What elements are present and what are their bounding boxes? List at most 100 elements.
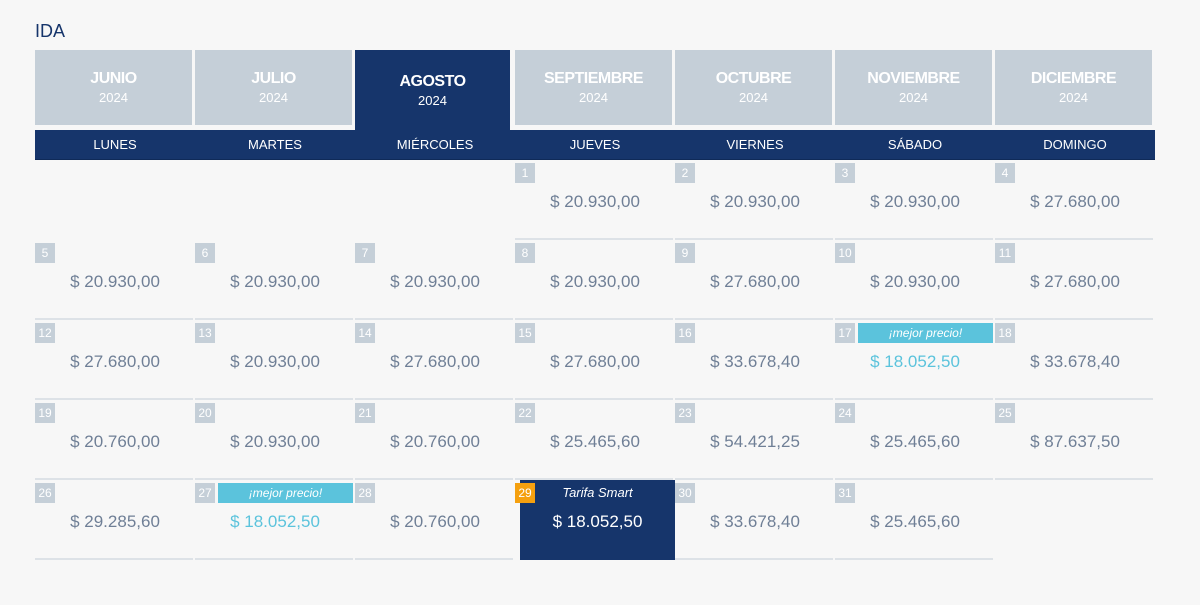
day-cell[interactable]: 28 $ 20.760,00 [355, 480, 515, 560]
day-cell[interactable]: 1 $ 20.930,00 [515, 160, 675, 240]
day-number: 20 [195, 403, 215, 423]
day-cell[interactable]: 4 $ 27.680,00 [995, 160, 1155, 240]
day-number: 14 [355, 323, 375, 343]
day-cell[interactable]: 13 $ 20.930,00 [195, 320, 355, 400]
day-number: 28 [355, 483, 375, 503]
day-cell[interactable]: 5 $ 20.930,00 [35, 240, 195, 320]
day-cell[interactable]: 12 $ 27.680,00 [35, 320, 195, 400]
day-price: $ 20.760,00 [70, 432, 160, 451]
month-year: 2024 [739, 90, 768, 105]
day-cell[interactable]: 31 $ 25.465,60 [835, 480, 995, 560]
day-price: $ 20.930,00 [710, 192, 800, 211]
day-price: $ 20.930,00 [870, 272, 960, 291]
day-cell[interactable]: 14 $ 27.680,00 [355, 320, 515, 400]
tab-month-octubre[interactable]: OCTUBRE 2024 [675, 50, 835, 125]
day-cell[interactable]: 20 $ 20.930,00 [195, 400, 355, 480]
day-price: $ 27.680,00 [710, 272, 800, 291]
day-cell[interactable]: 18 $ 33.678,40 [995, 320, 1155, 400]
day-cell[interactable]: 15 $ 27.680,00 [515, 320, 675, 400]
day-number: 26 [35, 483, 55, 503]
day-price: $ 25.465,60 [550, 432, 640, 451]
tab-month-septiembre[interactable]: SEPTIEMBRE 2024 [515, 50, 675, 125]
day-price: $ 20.930,00 [230, 432, 320, 451]
month-tab-inner: OCTUBRE 2024 [675, 50, 832, 125]
month-name: SEPTIEMBRE [543, 70, 644, 87]
day-cell[interactable]: 11 $ 27.680,00 [995, 240, 1155, 320]
tab-month-julio[interactable]: JULIO 2024 [195, 50, 355, 125]
day-cell[interactable]: 8 $ 20.930,00 [515, 240, 675, 320]
day-cell[interactable]: 23 $ 54.421,25 [675, 400, 835, 480]
day-cell[interactable]: Tarifa Smart 29 $ 18.052,50 [515, 480, 675, 560]
day-price: $ 20.930,00 [230, 272, 320, 291]
day-number: 17 [835, 323, 855, 343]
day-price: $ 33.678,40 [710, 352, 800, 371]
day-number: 8 [515, 243, 535, 263]
day-price: $ 25.465,60 [870, 512, 960, 531]
month-name: OCTUBRE [715, 70, 792, 87]
best-price-badge: ¡mejor precio! [858, 323, 993, 343]
calendar-week: 1 $ 20.930,00 2 $ 20.930,00 3 $ 20.930,00 4 $ 2… [35, 160, 1155, 240]
day-price: $ 27.680,00 [1030, 192, 1120, 211]
month-tab-inner: AGOSTO 2024 [355, 50, 510, 130]
weekday-label: MIÉRCOLES [396, 137, 474, 152]
day-price: $ 20.760,00 [390, 432, 480, 451]
tab-month-junio[interactable]: JUNIO 2024 [35, 50, 195, 125]
day-cell[interactable]: 30 $ 33.678,40 [675, 480, 835, 560]
day-price: $ 33.678,40 [1030, 352, 1120, 371]
day-cell[interactable]: 27 ¡mejor precio! $ 18.052,50 [195, 480, 355, 560]
day-cell[interactable]: 3 $ 20.930,00 [835, 160, 995, 240]
month-tabs: JUNIO 2024 JULIO 2024 AGOSTO 2024 SEPTIEMBRE 20… [35, 50, 1155, 130]
day-price: $ 20.930,00 [550, 192, 640, 211]
day-price: $ 18.052,50 [870, 352, 960, 371]
empty-day-cell [995, 480, 1155, 560]
month-year: 2024 [99, 90, 128, 105]
day-cell[interactable]: 25 $ 87.637,50 [995, 400, 1155, 480]
tab-month-diciembre[interactable]: DICIEMBRE 2024 [995, 50, 1155, 125]
weekday-header: LUNES MARTES MIÉRCOLES JUEVES VIERNES SÁBADO D… [35, 130, 1155, 160]
day-price: $ 25.465,60 [870, 432, 960, 451]
day-price: $ 27.680,00 [390, 352, 480, 371]
day-cell[interactable]: 7 $ 20.930,00 [355, 240, 515, 320]
day-number: 11 [995, 243, 1015, 263]
weekday-label: LUNES [93, 137, 137, 152]
empty-day-cell [355, 160, 515, 240]
day-cell[interactable]: 2 $ 20.930,00 [675, 160, 835, 240]
calendar-week: 19 $ 20.760,00 20 $ 20.930,00 21 $ 20.760,00 2… [35, 400, 1155, 480]
day-price: $ 20.760,00 [390, 512, 480, 531]
day-cell[interactable]: 21 $ 20.760,00 [355, 400, 515, 480]
month-tab-inner: NOVIEMBRE 2024 [835, 50, 992, 125]
weekday-label: SÁBADO [887, 137, 943, 152]
day-price: $ 20.930,00 [70, 272, 160, 291]
best-price-badge: ¡mejor precio! [218, 483, 353, 503]
day-number: 5 [35, 243, 55, 263]
day-number: 7 [355, 243, 375, 263]
day-cell[interactable]: 24 $ 25.465,60 [835, 400, 995, 480]
day-cell[interactable]: 26 $ 29.285,60 [35, 480, 195, 560]
day-price: $ 18.052,50 [230, 512, 320, 531]
day-number: 3 [835, 163, 855, 183]
day-price: $ 20.930,00 [870, 192, 960, 211]
day-number: 16 [675, 323, 695, 343]
tab-month-noviembre[interactable]: NOVIEMBRE 2024 [835, 50, 995, 125]
day-number: 6 [195, 243, 215, 263]
month-tab-inner: SEPTIEMBRE 2024 [515, 50, 672, 125]
day-cell[interactable]: 16 $ 33.678,40 [675, 320, 835, 400]
day-cell[interactable]: 6 $ 20.930,00 [195, 240, 355, 320]
day-cell[interactable]: 22 $ 25.465,60 [515, 400, 675, 480]
tab-month-agosto[interactable]: AGOSTO 2024 [355, 50, 515, 130]
day-number: 21 [355, 403, 375, 423]
day-cell[interactable]: 19 $ 20.760,00 [35, 400, 195, 480]
day-price: $ 20.930,00 [390, 272, 480, 291]
day-cell[interactable]: 10 $ 20.930,00 [835, 240, 995, 320]
month-name: AGOSTO [399, 72, 466, 90]
day-number: 22 [515, 403, 535, 423]
day-price: $ 27.680,00 [70, 352, 160, 371]
day-price: $ 27.680,00 [550, 352, 640, 371]
day-number: 29 [515, 483, 535, 503]
day-number: 2 [675, 163, 695, 183]
day-cell[interactable]: 9 $ 27.680,00 [675, 240, 835, 320]
day-price: $ 54.421,25 [710, 432, 800, 451]
day-cell[interactable]: 17 ¡mejor precio! $ 18.052,50 [835, 320, 995, 400]
day-number: 10 [835, 243, 855, 263]
day-price: $ 18.052,50 [552, 512, 643, 531]
